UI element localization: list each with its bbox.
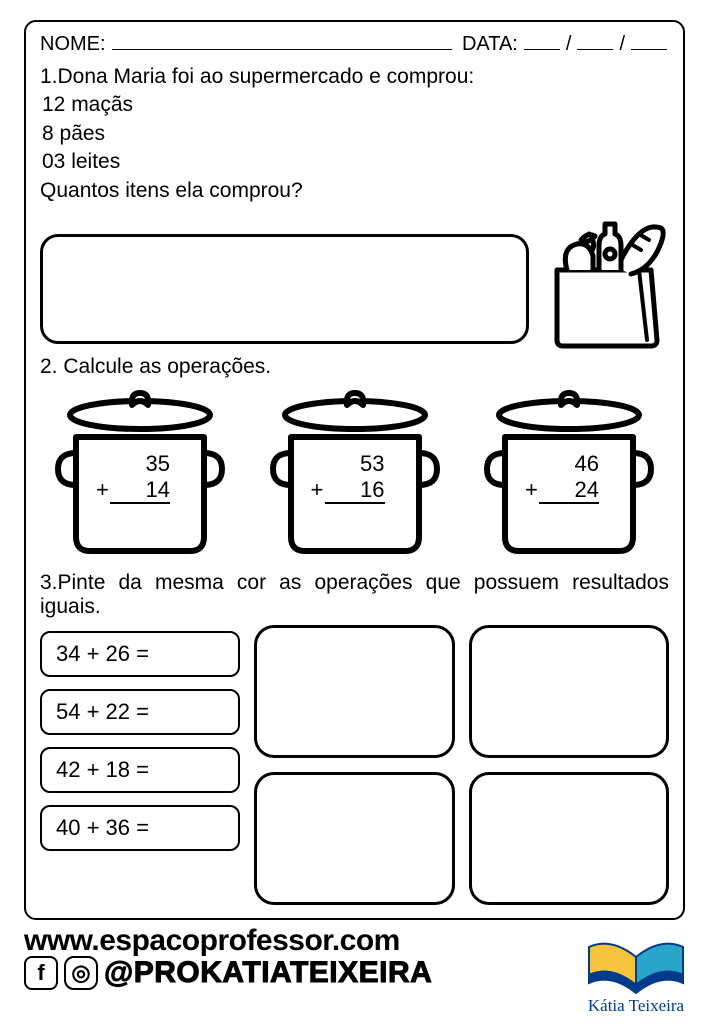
date-year-blank[interactable]: [631, 32, 667, 50]
pot-2-op: +: [525, 477, 538, 502]
blank-grid: [254, 625, 669, 905]
pot-0-b: 14: [110, 477, 170, 504]
blank-box-0[interactable]: [254, 625, 455, 758]
pots-row: 35 +14 53 +16: [40, 389, 669, 559]
facebook-icon: f: [24, 956, 58, 990]
footer-handle: @PROKATIATEIXEIRA: [104, 956, 432, 990]
eq-box-1[interactable]: 54 + 22 =: [40, 689, 240, 735]
name-blank[interactable]: [112, 32, 452, 50]
eq-box-2[interactable]: 42 + 18 =: [40, 747, 240, 793]
q1-answer-row: [40, 210, 669, 344]
date-day-blank[interactable]: [524, 32, 560, 50]
author-logo: Kátia Teixeira: [581, 935, 691, 1016]
pot-1: 53 +16: [255, 389, 455, 559]
pot-1-math[interactable]: 53 +16: [255, 451, 455, 504]
pot-2-a: 46: [539, 451, 599, 476]
book-icon: [581, 935, 691, 995]
worksheet-frame: NOME: DATA: / / 1.Dona Maria foi ao supe…: [24, 20, 685, 920]
equation-column: 34 + 26 = 54 + 22 = 42 + 18 = 40 + 36 =: [40, 631, 240, 851]
footer: www.espacoprofessor.com f ◎ @PROKATIATEI…: [0, 924, 709, 1024]
pot-0-a: 35: [110, 451, 170, 476]
q3-prompt: 3.Pinte da mesma cor as operações que po…: [40, 571, 669, 619]
worksheet-page: NOME: DATA: / / 1.Dona Maria foi ao supe…: [0, 0, 709, 1024]
q1-prompt: 1.Dona Maria foi ao supermercado e compr…: [40, 62, 669, 91]
pot-0-math[interactable]: 35 +14: [40, 451, 240, 504]
pot-0-op: +: [96, 477, 109, 502]
date-slash-1: /: [566, 33, 572, 56]
q3-row: 34 + 26 = 54 + 22 = 42 + 18 = 40 + 36 =: [40, 625, 669, 905]
pot-2: 46 +24: [469, 389, 669, 559]
blank-box-3[interactable]: [469, 772, 670, 905]
pot-2-math[interactable]: 46 +24: [469, 451, 669, 504]
blank-box-2[interactable]: [254, 772, 455, 905]
pot-2-b: 24: [539, 477, 599, 504]
date-slash-2: /: [619, 33, 625, 56]
date-month-blank[interactable]: [577, 32, 613, 50]
pot-1-a: 53: [325, 451, 385, 476]
pot-1-op: +: [311, 477, 324, 502]
grocery-bag-icon: [539, 210, 669, 350]
q1-item-2: 03 leites: [42, 148, 669, 176]
eq-box-0[interactable]: 34 + 26 =: [40, 631, 240, 677]
q1-item-0: 12 maçãs: [42, 91, 669, 119]
instagram-icon: ◎: [64, 956, 98, 990]
q2-prompt: 2. Calcule as operações.: [40, 352, 669, 381]
eq-box-3[interactable]: 40 + 36 =: [40, 805, 240, 851]
author-name: Kátia Teixeira: [581, 996, 691, 1016]
q1-item-1: 8 pães: [42, 120, 669, 148]
pot-0: 35 +14: [40, 389, 240, 559]
blank-box-1[interactable]: [469, 625, 670, 758]
q1-question: Quantos itens ela comprou?: [40, 176, 669, 205]
pot-1-b: 16: [325, 477, 385, 504]
name-label: NOME:: [40, 33, 106, 56]
date-label: DATA:: [462, 33, 518, 56]
header-row: NOME: DATA: / /: [40, 32, 669, 56]
q1-answer-box[interactable]: [40, 234, 529, 344]
